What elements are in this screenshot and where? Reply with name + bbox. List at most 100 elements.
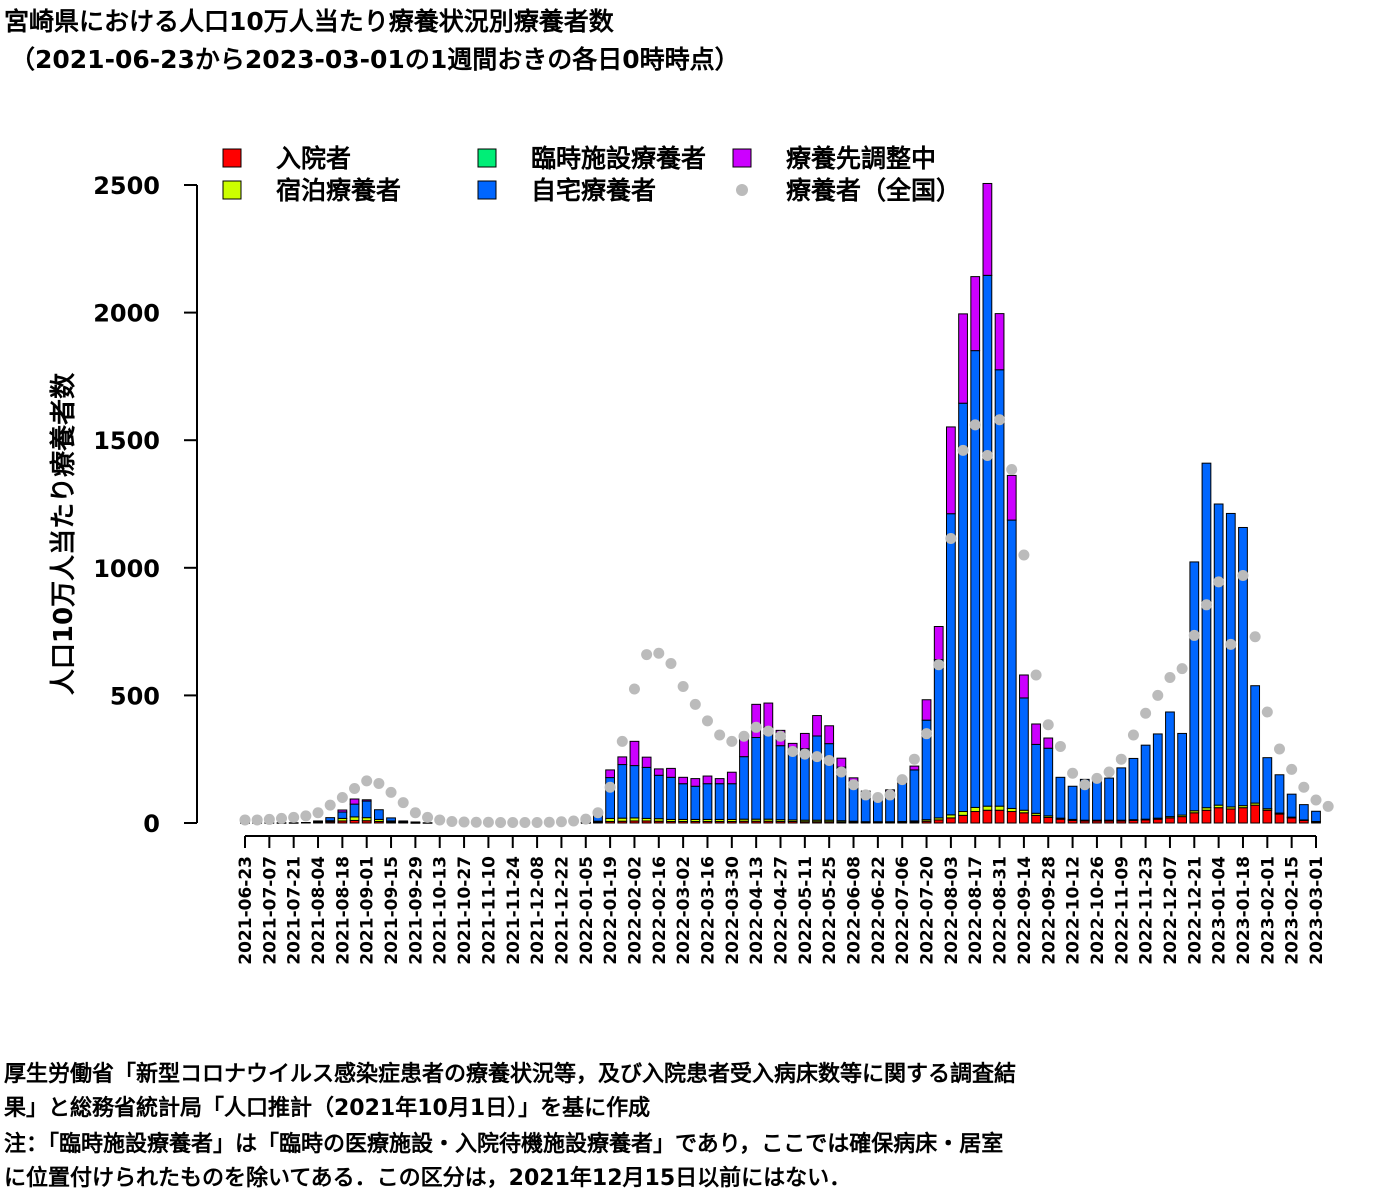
x-tick-label: 2022-02-02 bbox=[625, 856, 645, 965]
bar-segment bbox=[1019, 697, 1029, 811]
national-point bbox=[896, 774, 908, 786]
y-tick-label: 1000 bbox=[93, 555, 160, 583]
footnote-line2: に位置付けられたものを除いてある．この区分は，2021年12月15日以前にはない… bbox=[4, 1166, 852, 1191]
bar-segment bbox=[1286, 793, 1297, 818]
bar-segment bbox=[897, 782, 908, 822]
x-tick-label: 2022-12-07 bbox=[1161, 856, 1181, 965]
x-tick-label: 2022-07-06 bbox=[893, 856, 913, 965]
national-point bbox=[848, 779, 860, 791]
bar-segment bbox=[1238, 526, 1248, 807]
national-point bbox=[555, 816, 567, 828]
x-tick-label: 2021-08-18 bbox=[333, 856, 353, 965]
bar-segment bbox=[1165, 817, 1175, 824]
national-point bbox=[1213, 576, 1225, 588]
bar-segment bbox=[1250, 685, 1261, 804]
bar-segment bbox=[714, 778, 725, 785]
national-point bbox=[787, 746, 799, 758]
x-tick-label: 2021-11-24 bbox=[504, 856, 524, 965]
national-point bbox=[811, 751, 823, 763]
bar-segment bbox=[726, 771, 737, 785]
national-point bbox=[1127, 729, 1139, 741]
bar-segment bbox=[1019, 812, 1029, 824]
bar-segment bbox=[1213, 503, 1224, 806]
bar-segment bbox=[313, 820, 323, 823]
y-tick-label: 2000 bbox=[93, 300, 160, 328]
bar-segment bbox=[726, 783, 737, 820]
bar-segment bbox=[1201, 809, 1212, 824]
national-point bbox=[336, 791, 348, 803]
bar-segment bbox=[970, 350, 981, 808]
bar-segment bbox=[970, 276, 981, 352]
national-point bbox=[775, 730, 786, 742]
national-point bbox=[1006, 464, 1018, 476]
bar-segment bbox=[617, 764, 628, 819]
x-tick-label: 2022-11-09 bbox=[1112, 856, 1132, 965]
national-point bbox=[1140, 707, 1152, 719]
bar-segment bbox=[739, 756, 749, 820]
bar-segment bbox=[666, 767, 676, 778]
national-point bbox=[385, 786, 397, 798]
bar-segment bbox=[337, 811, 348, 819]
national-point bbox=[1200, 599, 1212, 611]
bar-segment bbox=[1043, 737, 1054, 749]
legend-swatch bbox=[222, 148, 242, 168]
bar-segment bbox=[970, 806, 981, 813]
national-point bbox=[1067, 767, 1079, 779]
national-point bbox=[921, 728, 933, 740]
x-tick-label: 2022-03-02 bbox=[674, 856, 694, 965]
chart-area: 0 500 1000 1500 2000 2500 人口10万人当たり療養者数 2021-06… bbox=[49, 144, 1334, 965]
bar-segment bbox=[398, 820, 409, 823]
bar-segment bbox=[361, 800, 372, 819]
national-point bbox=[1273, 743, 1285, 755]
national-point bbox=[981, 450, 993, 462]
bar-segment bbox=[1055, 776, 1066, 819]
x-tick-label: 2022-05-25 bbox=[820, 856, 840, 965]
bar-segment bbox=[1055, 818, 1066, 824]
bar-segment bbox=[629, 740, 640, 767]
bar-segment bbox=[666, 776, 676, 820]
x-tick-label: 2021-11-10 bbox=[479, 856, 499, 965]
national-point bbox=[738, 730, 750, 742]
national-point bbox=[1225, 638, 1237, 650]
x-tick-label: 2022-05-11 bbox=[796, 856, 816, 965]
y-tick-label: 0 bbox=[143, 810, 160, 838]
bar-segment bbox=[1006, 474, 1017, 521]
bar-segment bbox=[386, 817, 396, 822]
x-tick-label: 2022-08-03 bbox=[942, 856, 962, 965]
x-tick-label: 2021-12-08 bbox=[528, 856, 548, 965]
national-point bbox=[1115, 753, 1127, 765]
x-tick-label: 2022-01-05 bbox=[577, 856, 597, 965]
bar-segment bbox=[361, 799, 372, 802]
bar-segment bbox=[1189, 812, 1200, 824]
bar-segment bbox=[982, 274, 993, 807]
y-tick-label: 1500 bbox=[93, 427, 160, 455]
x-tick-label: 2023-01-04 bbox=[1210, 856, 1230, 965]
bar-segment bbox=[1152, 733, 1163, 819]
x-tick-label: 2022-04-13 bbox=[747, 856, 767, 965]
bar-segment bbox=[836, 757, 847, 768]
national-point bbox=[519, 816, 531, 828]
bar-segment bbox=[1262, 809, 1273, 824]
national-point bbox=[1042, 719, 1054, 731]
bar-segment bbox=[690, 785, 701, 820]
bar-segment bbox=[653, 768, 664, 776]
national-points-group bbox=[239, 414, 1334, 828]
bar-segment bbox=[1043, 816, 1054, 824]
legend-label: 臨時施設療養者 bbox=[531, 144, 706, 173]
x-tick-label: 2021-08-04 bbox=[309, 856, 329, 965]
bar-segment bbox=[714, 783, 725, 820]
national-point bbox=[969, 419, 981, 431]
y-axis-label: 人口10万人当たり療養者数 bbox=[49, 372, 79, 695]
bar-segment bbox=[349, 816, 360, 821]
national-point bbox=[628, 683, 640, 695]
legend-label: 入院者 bbox=[276, 144, 351, 173]
national-point bbox=[507, 816, 519, 828]
x-tick-label: 2022-03-30 bbox=[723, 856, 743, 965]
bar-segment bbox=[349, 803, 360, 818]
legend-swatch bbox=[736, 184, 748, 196]
x-tick-label: 2022-02-16 bbox=[650, 856, 670, 965]
national-point bbox=[799, 748, 811, 760]
national-point bbox=[762, 725, 774, 737]
national-point bbox=[495, 816, 507, 828]
national-point bbox=[1079, 779, 1091, 791]
